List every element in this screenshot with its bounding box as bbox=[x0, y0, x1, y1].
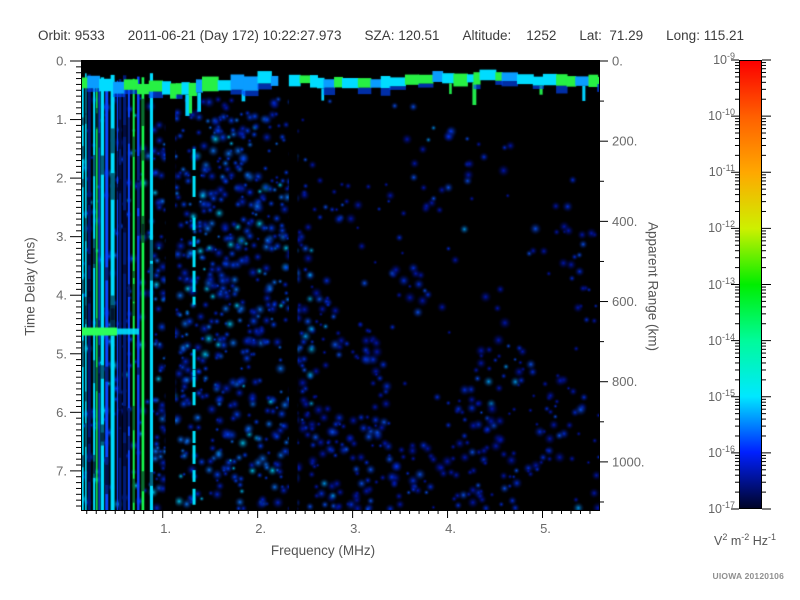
y-tick-label: 7. bbox=[56, 463, 67, 478]
y2-tick-label: 1000. bbox=[612, 454, 645, 469]
y-tick-label: 2. bbox=[56, 171, 67, 186]
colorbar-units: V2 m-2 Hz-1 bbox=[713, 532, 777, 549]
colorbar-tick-label: 10-16 bbox=[708, 443, 735, 461]
sza-text: SZA: 120.51 bbox=[364, 28, 440, 43]
y2-tick-label: 200. bbox=[612, 134, 637, 149]
x-axis-title: Frequency (MHz) bbox=[270, 543, 376, 558]
datetime-text: 2011-06-21 (Day 172) 10:22:27.973 bbox=[127, 28, 342, 43]
x-tick-label: 3. bbox=[350, 521, 361, 536]
colorbar-tick-label: 10-12 bbox=[708, 219, 735, 236]
colorbar-tick-label: 10-17 bbox=[708, 500, 735, 517]
x-tick-label: 5. bbox=[540, 521, 551, 536]
x-tick-label: 2. bbox=[255, 521, 266, 536]
y-tick-label: 6. bbox=[56, 405, 67, 420]
longitude-text: Long: 115.21 bbox=[666, 28, 744, 43]
altitude-text: Altitude: 1252 bbox=[462, 28, 557, 43]
spectrogram-canvas bbox=[82, 61, 599, 510]
y-tick-label: 1. bbox=[56, 112, 67, 127]
colorbar-tick-label: 10-13 bbox=[708, 275, 735, 292]
header-info: Orbit: 9533 2011-06-21 (Day 172) 10:22:2… bbox=[38, 28, 767, 43]
y2-tick-label: 400. bbox=[612, 214, 637, 229]
y2-tick-label: 600. bbox=[612, 294, 637, 309]
credit-text: UIOWA 20120106 bbox=[712, 571, 784, 581]
colorbar-tick-label: 10-11 bbox=[708, 163, 735, 180]
x-tick-label: 1. bbox=[160, 521, 171, 536]
colorbar-tick-label: 10-10 bbox=[708, 107, 735, 124]
y-tick-label: 3. bbox=[56, 229, 67, 244]
y-tick-label: 0. bbox=[56, 54, 67, 69]
colorbar-tick-label: 10-9 bbox=[713, 51, 735, 68]
y-axis-title: Time Delay (ms) bbox=[22, 237, 38, 336]
y2-tick-label: 0. bbox=[612, 54, 623, 69]
colorbar bbox=[739, 60, 762, 509]
y-tick-label: 5. bbox=[56, 346, 67, 361]
orbit-text: Orbit: 9533 bbox=[38, 28, 105, 43]
colorbar-tick-label: 10-14 bbox=[708, 331, 735, 348]
y-tick-label: 4. bbox=[56, 288, 67, 303]
x-tick-label: 4. bbox=[445, 521, 456, 536]
y2-axis-title: Apparent Range (km) bbox=[645, 221, 661, 352]
colorbar-tick-label: 10-15 bbox=[708, 387, 735, 404]
latitude-text: Lat: 71.29 bbox=[579, 28, 644, 43]
y2-tick-label: 800. bbox=[612, 374, 637, 389]
